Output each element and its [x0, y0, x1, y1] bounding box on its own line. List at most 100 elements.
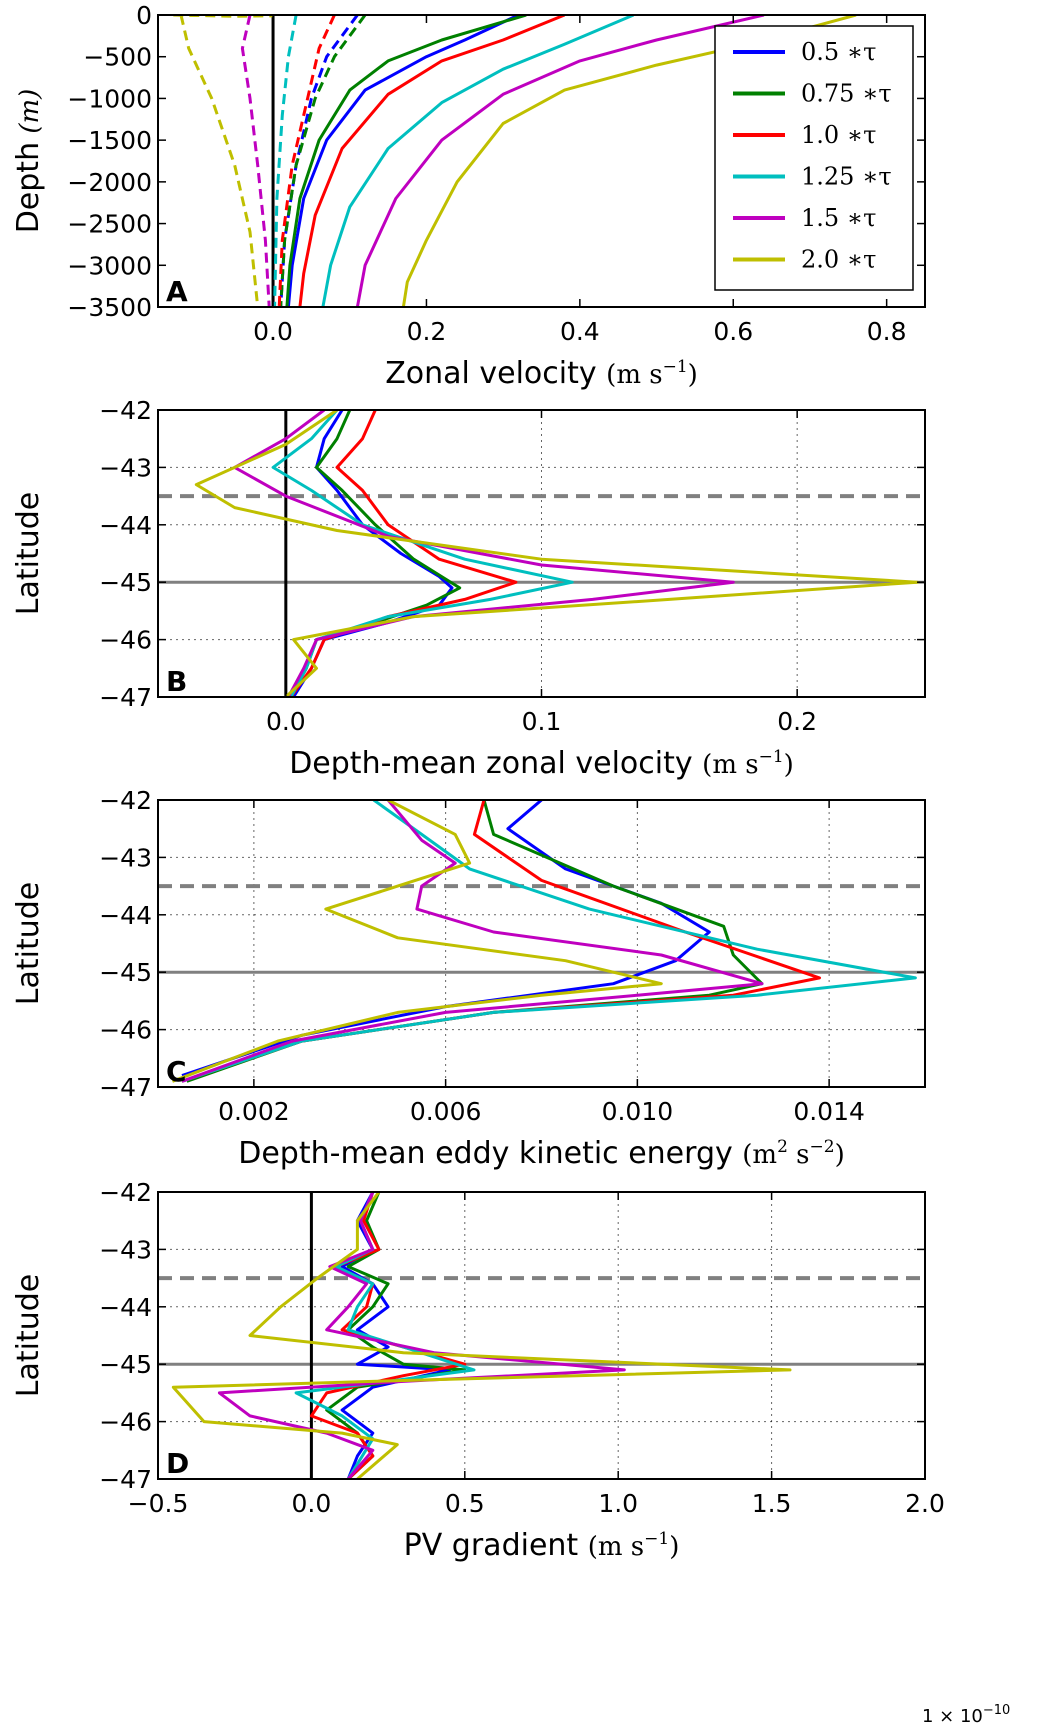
x-axis-title: Depth-mean zonal velocity: [289, 746, 702, 781]
y-tick-label: −44: [99, 511, 152, 540]
panel-letter: A: [166, 275, 188, 308]
y-tick-label: −42: [99, 786, 152, 815]
panel-d: −0.5 0.0 0.5 1.0 1.5 2.0 −42 −43 −44 −45 −46 −47 D PV…: [11, 1178, 945, 1563]
axes-frame: [157, 14, 926, 308]
x-offset-label: 1 × 10−10: [922, 1703, 1010, 1727]
y-axis-label: Latitude: [11, 1274, 46, 1397]
x-tick-label: 0.5: [445, 1489, 485, 1518]
x-axis-unit: ): [688, 360, 698, 390]
x-axis-unit-sup: −1: [759, 747, 784, 767]
x-tick-label: 0.1: [522, 707, 562, 736]
y-tick-label: −44: [99, 901, 152, 930]
axes-frame: [157, 1191, 926, 1480]
series-line: [171, 800, 663, 1083]
y-tick-label: −42: [99, 1178, 152, 1207]
panel-letter: D: [166, 1447, 189, 1480]
y-tick-label: −42: [99, 396, 152, 425]
x-axis-label: Zonal velocity (m s−1): [385, 356, 698, 391]
y-tick-label: 0: [136, 1, 152, 30]
series-line: [181, 800, 764, 1083]
legend-label: 0.5 ∗τ: [801, 38, 876, 66]
y-tick-label: −44: [99, 1293, 152, 1322]
series-line: [233, 410, 735, 697]
x-tick-label: 0.0: [266, 707, 306, 736]
series-line: [286, 15, 520, 307]
series-line: [179, 15, 260, 307]
panel-letter: C: [166, 1055, 187, 1088]
panel-c: 0.002 0.006 0.010 0.014 −42 −43 −44 −45 −46 −47 C D…: [11, 786, 926, 1171]
y-tick-label: −46: [99, 1408, 152, 1437]
x-tick-label: 0.006: [410, 1097, 482, 1126]
series-line: [321, 15, 635, 307]
x-tick-label: 1.0: [598, 1489, 638, 1518]
x-axis-unit: (m s: [588, 1532, 644, 1562]
x-tick-label: 0.2: [777, 707, 817, 736]
x-axis-unit: ): [784, 750, 794, 780]
y-tick-label: −47: [99, 1073, 152, 1102]
x-axis-label: Depth-mean eddy kinetic energy (m2 s−2): [238, 1136, 845, 1171]
x-axis-title: Depth-mean eddy kinetic energy: [238, 1136, 742, 1171]
y-tick-label: −47: [99, 1465, 152, 1494]
axes-frame: [157, 799, 926, 1088]
legend-box: [714, 25, 914, 291]
y-axis-label: Latitude: [11, 492, 46, 615]
y-axis-title: Depth: [11, 142, 46, 233]
x-axis-title: Zonal velocity: [385, 356, 606, 391]
series-line: [285, 15, 527, 307]
x-tick-label: 2.0: [905, 1489, 945, 1518]
series-line: [273, 15, 298, 307]
y-tick-label: −2500: [67, 210, 152, 239]
x-axis-unit: ): [669, 1532, 679, 1562]
x-axis-unit-sup: −1: [644, 1529, 669, 1549]
x-tick-label: 0.010: [602, 1097, 674, 1126]
y-tick-label: −47: [99, 683, 152, 712]
y-tick-label: −2000: [67, 168, 152, 197]
legend: 0.5 ∗τ 0.75 ∗τ 1.0 ∗τ 1.25 ∗τ 1.5 ∗τ 2.0 ∗τ: [714, 25, 914, 291]
x-axis-unit-sup: −1: [663, 357, 688, 377]
y-tick-label: −46: [99, 1016, 152, 1045]
y-tick-label: −45: [99, 1350, 152, 1379]
y-tick-label: −1500: [67, 126, 152, 155]
y-axis-unit: (m): [15, 89, 45, 142]
legend-label: 1.25 ∗τ: [801, 163, 892, 191]
x-tick-label: 0.014: [793, 1097, 865, 1126]
series-line: [171, 1192, 792, 1479]
y-tick-label: −1000: [67, 84, 152, 113]
panel-b: 0.0 0.1 0.2 −42 −43 −44 −45 −46 −47 B Depth-mean z…: [11, 396, 926, 781]
y-tick-label: −43: [99, 843, 152, 872]
legend-label: 2.0 ∗τ: [801, 246, 876, 274]
series-line: [298, 15, 566, 307]
series-line: [279, 15, 359, 307]
series-line: [240, 15, 271, 307]
x-tick-label: 0.002: [218, 1097, 290, 1126]
y-tick-label: −500: [83, 43, 152, 72]
y-axis-title: Latitude: [11, 882, 46, 1005]
y-tick-label: −45: [99, 958, 152, 987]
plot-area: [158, 410, 925, 697]
series-line: [325, 1192, 467, 1479]
series-line: [186, 800, 764, 1083]
x-axis-unit: (m s: [606, 360, 662, 390]
x-tick-label: 0.2: [407, 317, 447, 346]
legend-label: 1.0 ∗τ: [801, 121, 876, 149]
x-axis-unit-sup: 2: [777, 1137, 788, 1157]
x-axis-unit: ): [835, 1140, 845, 1170]
series-line: [194, 410, 919, 697]
x-tick-label: 1.5: [752, 1489, 792, 1518]
y-axis-label: Depth (m): [11, 89, 46, 234]
legend-label: 0.75 ∗τ: [801, 80, 892, 108]
x-tick-label: 0.0: [292, 1489, 332, 1518]
x-tick-label: 0.8: [867, 317, 907, 346]
series-line: [279, 15, 367, 307]
series-line: [277, 15, 336, 307]
series-line: [181, 800, 917, 1083]
series-line: [289, 410, 518, 697]
plot-area: [158, 800, 925, 1083]
y-axis-label: Latitude: [11, 882, 46, 1005]
x-axis-unit: s: [788, 1140, 810, 1170]
y-tick-label: −45: [99, 568, 152, 597]
x-axis-title: PV gradient: [404, 1528, 588, 1563]
series-line: [294, 1192, 476, 1479]
panel-a: 0.0 0.2 0.4 0.6 0.8 0 −500 −1000 −1500 −2000 −2500…: [11, 1, 926, 391]
